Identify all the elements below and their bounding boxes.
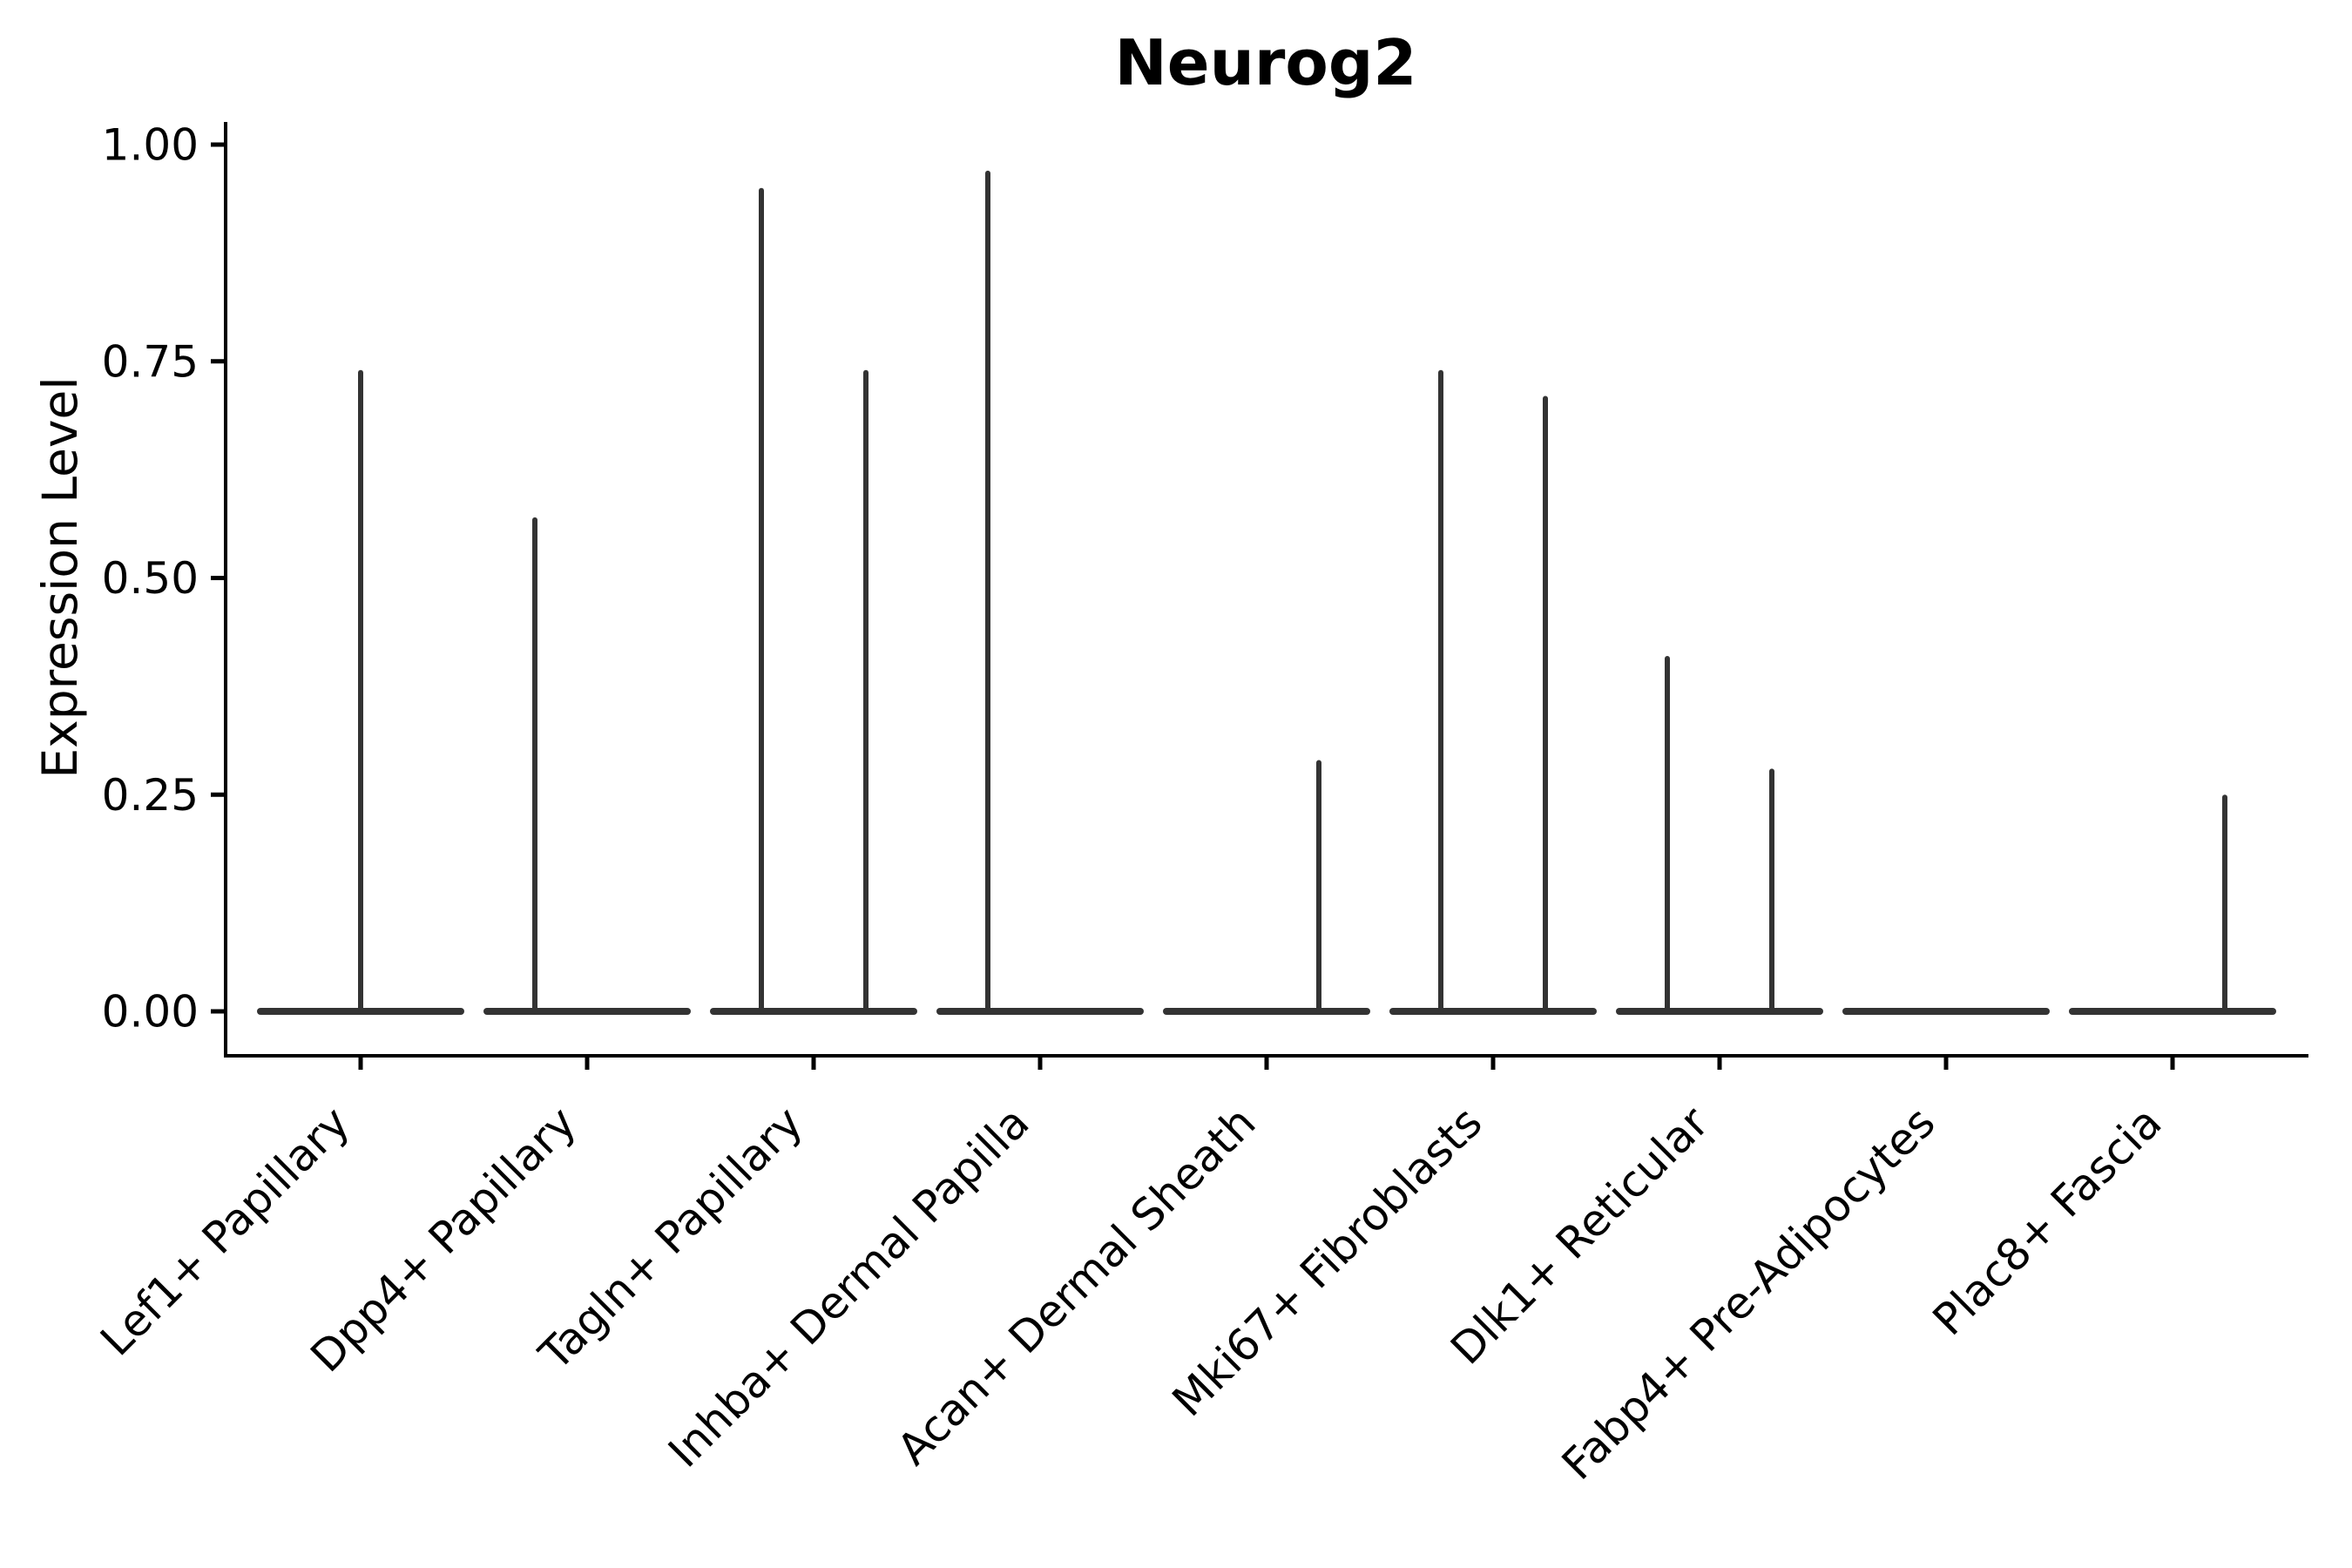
violin-spike	[358, 369, 363, 1014]
y-tick-label: 0.50	[102, 553, 199, 604]
violin-baseline	[936, 1008, 1144, 1015]
violin-spike	[1543, 395, 1548, 1014]
violin-spike	[1316, 760, 1321, 1014]
violin-spike	[1665, 656, 1670, 1014]
violin-baseline	[1389, 1008, 1597, 1015]
violin-spike	[863, 369, 868, 1014]
x-tick-label: Acan+ Dermal Sheath	[888, 1097, 1266, 1475]
y-tick-label: 0.25	[102, 770, 199, 821]
y-axis-ticks: 0.00 0.25 0.50 0.75 1.00	[102, 120, 226, 1037]
x-tick-label: Lef1+ Papillary	[91, 1097, 359, 1365]
x-tick-label: Inhba+ Dermal Papilla	[659, 1097, 1038, 1477]
chart-title: Neurog2	[1115, 26, 1417, 99]
x-tick-label: Fabp4+ Pre-Adipocytes	[1552, 1097, 1945, 1490]
violin-spike	[759, 187, 764, 1014]
violin-baseline	[2069, 1008, 2276, 1015]
violin-baseline	[1163, 1008, 1370, 1015]
violin-baseline	[1842, 1008, 2050, 1015]
violin-spike	[1769, 768, 1774, 1014]
violin-spike	[532, 517, 537, 1014]
y-tick-label: 0.75	[102, 336, 199, 387]
y-axis-title: Expression Level	[32, 376, 88, 778]
violin-baseline	[1616, 1008, 1823, 1015]
violin-baseline	[483, 1008, 691, 1015]
violin-baseline	[710, 1008, 917, 1015]
violins	[257, 170, 2276, 1015]
y-tick-label: 1.00	[102, 120, 199, 171]
violin-spike	[1438, 369, 1443, 1014]
y-tick-label: 0.00	[102, 987, 199, 1037]
violin-spike	[985, 170, 990, 1015]
violin-spike	[2222, 794, 2227, 1014]
x-tick-label: Plac8+ Fascia	[1923, 1097, 2172, 1345]
